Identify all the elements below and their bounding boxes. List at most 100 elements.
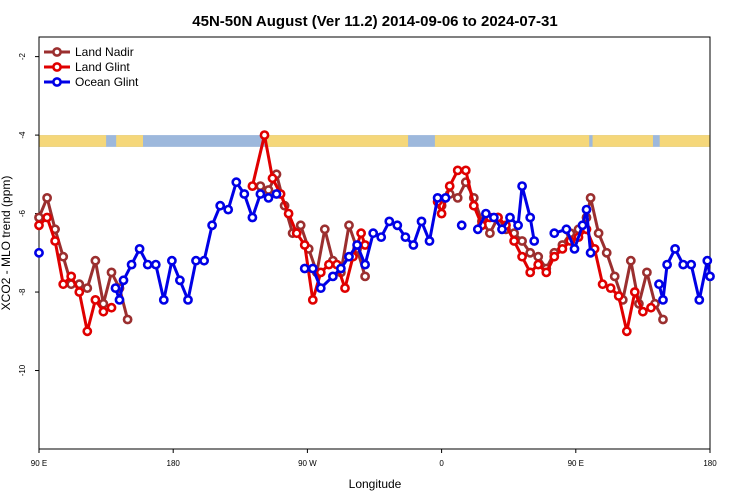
- ocean-glint-point: [34, 247, 44, 258]
- ocean-glint-point: [215, 200, 226, 211]
- land-nadir-point: [360, 271, 370, 282]
- ocean-glint-point: [199, 255, 209, 266]
- ocean-glint-point: [505, 212, 515, 223]
- land-nadir-point: [122, 314, 133, 325]
- ocean-glint-point: [654, 279, 664, 290]
- land-glint-point: [436, 208, 447, 219]
- ocean-glint-point: [118, 275, 129, 286]
- legend-marker-land-nadir: [52, 47, 62, 57]
- land-glint-point: [557, 243, 568, 254]
- ocean-glint-line: [304, 196, 446, 290]
- ocean-glint-point: [247, 212, 258, 223]
- x-tick-label: 90 E: [568, 459, 584, 468]
- land-glint-point: [267, 173, 278, 184]
- y-tick-label: -2: [18, 53, 27, 61]
- map-band-land-5: [659, 135, 710, 147]
- land-glint-point: [525, 267, 536, 278]
- land-glint-point: [82, 326, 93, 337]
- ocean-glint-point: [352, 240, 362, 250]
- land-nadir-point: [533, 251, 544, 262]
- land-nadir-point: [82, 283, 93, 293]
- land-nadir-point: [625, 255, 636, 266]
- land-nadir-point: [517, 236, 527, 246]
- ocean-glint-point: [400, 232, 411, 242]
- ocean-glint-point: [183, 294, 193, 305]
- land-glint-point: [646, 302, 656, 313]
- ocean-glint-point: [416, 216, 427, 227]
- x-tick-label: 180: [703, 459, 717, 468]
- land-glint-point: [42, 212, 52, 223]
- ocean-glint-point: [658, 294, 668, 305]
- ocean-glint-point: [517, 181, 527, 191]
- land-glint-point: [533, 259, 544, 270]
- ocean-glint-point: [424, 236, 435, 246]
- land-nadir-point: [34, 212, 44, 223]
- x-tick-label: 0: [439, 459, 444, 468]
- land-glint-point: [597, 279, 608, 290]
- land-glint-point: [452, 165, 463, 176]
- x-tick-label: 90 W: [298, 459, 317, 468]
- map-band-land-3: [434, 135, 590, 147]
- ocean-glint-point: [549, 228, 560, 239]
- ocean-glint-point: [207, 220, 217, 231]
- land-glint-point: [356, 228, 366, 239]
- land-glint-point: [34, 220, 44, 231]
- ocean-glint-point: [497, 224, 507, 235]
- land-glint-point: [50, 236, 60, 246]
- ocean-glint-point: [158, 294, 169, 305]
- legend-label-land-nadir: Land Nadir: [75, 45, 134, 59]
- land-nadir-point: [484, 228, 495, 239]
- ocean-glint-point: [134, 243, 145, 254]
- ocean-glint-point: [191, 255, 201, 266]
- land-glint-point: [283, 208, 294, 219]
- ocean-glint-point: [239, 189, 250, 199]
- ocean-glint-point: [255, 189, 266, 199]
- ocean-glint-point: [525, 212, 536, 223]
- ocean-glint-point: [670, 243, 680, 254]
- land-nadir-point: [90, 255, 101, 266]
- y-tick-label: -6: [18, 209, 27, 217]
- legend-marker-ocean-glint: [52, 77, 62, 87]
- ocean-glint-point: [662, 259, 672, 270]
- ocean-glint-point: [299, 263, 310, 274]
- land-glint-point: [307, 294, 318, 305]
- series-group: [34, 130, 715, 337]
- ocean-glint-line: [657, 247, 712, 302]
- land-glint-point: [360, 240, 370, 250]
- y-axis-label: XCO2 - MLO trend (ppm): [0, 176, 13, 311]
- ocean-glint-point: [368, 228, 379, 239]
- ocean-glint-point: [174, 275, 185, 286]
- ocean-glint-point: [577, 220, 588, 231]
- land-glint-point: [299, 240, 310, 250]
- legend-marker-land-glint: [52, 62, 62, 72]
- land-nadir-point: [58, 251, 69, 262]
- land-glint-point: [549, 251, 560, 262]
- land-glint-point: [74, 287, 85, 297]
- land-glint-point: [106, 302, 117, 313]
- ocean-glint-point: [271, 189, 282, 199]
- ocean-glint-point: [142, 259, 153, 270]
- land-nadir-point: [42, 192, 52, 203]
- land-nadir-point: [525, 247, 536, 258]
- ocean-glint-point: [110, 283, 121, 293]
- y-axis: -2 -4 -6 -8 -10: [18, 53, 39, 376]
- ocean-glint-point: [392, 220, 403, 231]
- land-glint-point: [291, 228, 302, 239]
- ocean-glint-point: [480, 208, 491, 219]
- ocean-glint-point: [585, 247, 596, 258]
- land-glint-line: [37, 216, 113, 333]
- ocean-glint-point: [150, 259, 161, 270]
- map-band-land-4: [592, 135, 653, 147]
- land-glint-point: [468, 200, 479, 211]
- ocean-glint-point: [315, 283, 326, 293]
- x-axis-label: Longitude: [349, 477, 402, 491]
- land-nadir-point: [319, 224, 330, 235]
- land-nadir-point: [601, 247, 612, 258]
- land-glint-point: [613, 291, 624, 301]
- ocean-glint-point: [231, 177, 242, 188]
- ocean-glint-point: [335, 263, 346, 274]
- map-band-land-0: [39, 135, 107, 147]
- land-glint-point: [98, 306, 109, 317]
